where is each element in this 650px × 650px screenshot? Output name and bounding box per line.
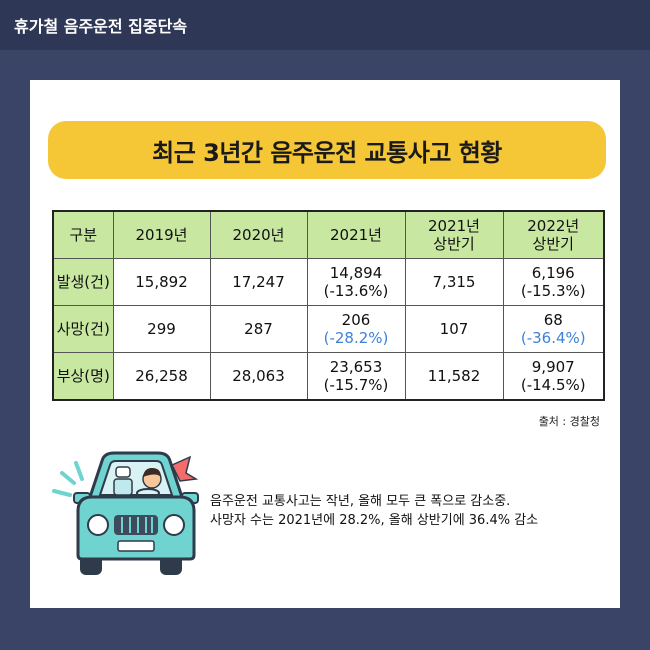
table-header-row: 구분 2019년 2020년 2021년 2021년 상반기 2022년 상반기: [52, 210, 605, 259]
table-cell: 15,892: [112, 258, 211, 306]
table-cell: 17,247: [209, 258, 308, 306]
table-cell: 23,653 (-15.7%): [306, 352, 406, 400]
table-cell: 68 (-36.4%): [502, 305, 605, 353]
cell-change-highlight: (-36.4%): [520, 329, 586, 347]
cell-value: 23,653: [329, 357, 383, 376]
cell-value: 14,894: [329, 264, 383, 282]
source-note: 출처 : 경찰청: [538, 415, 600, 428]
header-2022-h1: 2022년 상반기: [502, 210, 605, 259]
page-title: 휴가철 음주운전 집중단속: [14, 17, 188, 36]
cell-value: 6,196: [531, 264, 575, 282]
cell-value: 68: [543, 311, 563, 329]
header-2020: 2020년: [209, 210, 308, 259]
stats-table: 구분 2019년 2020년 2021년 2021년 상반기 2022년 상반기…: [52, 210, 605, 401]
table-cell: 107: [404, 305, 504, 353]
table-cell: 287: [209, 305, 308, 353]
cell-value: 287: [244, 320, 273, 338]
content-card: 최근 3년간 음주운전 교통사고 현황 구분 2019년 2020년 2021년…: [30, 80, 620, 608]
header-2021: 2021년: [306, 210, 406, 259]
header-2019: 2019년: [112, 210, 211, 259]
summary-line-1: 음주운전 교통사고는 작년, 올해 모두 큰 폭으로 감소중.: [210, 494, 511, 509]
row-label: 발생(건): [52, 258, 114, 306]
cell-value: 11,582: [427, 366, 481, 385]
table-cell: 26,258: [112, 352, 211, 400]
table-cell: 9,907 (-14.5%): [502, 352, 605, 400]
row-label: 사망(건): [52, 305, 114, 353]
table-row-injuries: 부상(명) 26,258 28,063 23,653 (-15.7%) 11,58…: [52, 352, 605, 400]
header-2021-h1: 2021년 상반기: [404, 210, 504, 259]
cell-value: 299: [147, 320, 176, 338]
table-cell: 14,894 (-13.6%): [306, 258, 406, 306]
cell-change: (-14.5%): [520, 375, 586, 394]
table-cell: 11,582: [404, 352, 504, 400]
table-row-deaths: 사망(건) 299 287 206 (-28.2%) 107 68 (-36.4%): [52, 305, 605, 353]
summary-line-2: 사망자 수는 2021년에 28.2%, 올해 상반기에 36.4% 감소: [210, 513, 539, 528]
cell-value: 17,247: [232, 273, 285, 291]
car-driver-icon: [40, 435, 210, 589]
cell-value: 15,892: [135, 273, 188, 291]
table-cell: 7,315: [404, 258, 504, 306]
top-bar: 휴가철 음주운전 집중단속: [0, 0, 650, 50]
cell-value: 28,063: [232, 366, 285, 385]
cell-value: 107: [439, 320, 469, 338]
table-cell: 299: [112, 305, 211, 353]
cell-change: (-15.3%): [520, 282, 586, 300]
table-row-occurrence: 발생(건) 15,892 17,247 14,894 (-13.6%) 7,315…: [52, 258, 605, 306]
cell-change: (-13.6%): [323, 282, 389, 300]
banner-title: 최근 3년간 음주운전 교통사고 현황: [152, 138, 502, 167]
header-category: 구분: [52, 210, 114, 259]
cell-value: 26,258: [135, 366, 188, 385]
table-cell: 206 (-28.2%): [306, 305, 406, 353]
table-cell: 28,063: [209, 352, 308, 400]
cell-change: (-15.7%): [323, 375, 389, 394]
cell-change-highlight: (-28.2%): [323, 329, 389, 347]
cell-value: 206: [341, 311, 371, 329]
cell-value: 9,907: [531, 357, 575, 376]
table-cell: 6,196 (-15.3%): [502, 258, 605, 306]
title-banner: 최근 3년간 음주운전 교통사고 현황: [48, 121, 606, 179]
cell-value: 7,315: [432, 273, 476, 291]
row-label: 부상(명): [52, 352, 114, 400]
summary-text: 음주운전 교통사고는 작년, 올해 모두 큰 폭으로 감소중. 사망자 수는 2…: [210, 492, 610, 530]
